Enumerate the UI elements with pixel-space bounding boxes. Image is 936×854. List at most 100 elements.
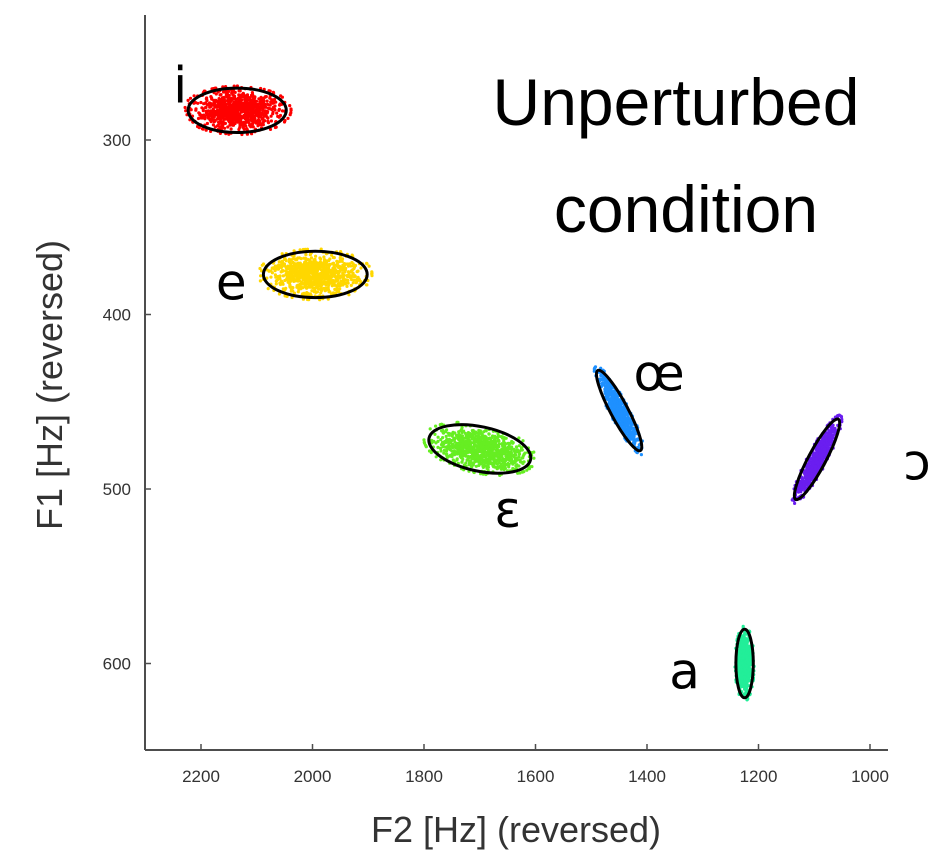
scatter-point xyxy=(504,442,508,446)
scatter-point xyxy=(820,439,824,444)
scatter-point xyxy=(515,456,519,460)
scatter-point xyxy=(489,454,493,458)
scatter-point xyxy=(606,397,610,402)
scatter-point xyxy=(474,464,478,468)
scatter-point xyxy=(738,681,742,685)
scatter-point xyxy=(470,456,474,461)
scatter-point xyxy=(302,262,306,266)
scatter-point xyxy=(460,430,464,435)
scatter-point xyxy=(507,454,511,459)
scatter-point xyxy=(800,488,804,492)
scatter-point xyxy=(296,273,300,277)
scatter-point xyxy=(239,117,243,121)
scatter-point xyxy=(297,287,301,291)
scatter-point xyxy=(624,423,628,427)
scatter-point xyxy=(332,281,336,285)
scatter-point xyxy=(219,93,223,97)
scatter-point xyxy=(509,451,513,455)
scatter-point xyxy=(814,464,818,469)
scatter-point xyxy=(603,389,607,393)
scatter-point xyxy=(328,257,332,261)
scatter-point xyxy=(488,447,492,451)
scatter-point xyxy=(269,114,273,118)
scatter-point xyxy=(301,286,305,290)
scatter-point xyxy=(487,432,491,436)
scatter-point xyxy=(262,101,266,105)
scatter-point xyxy=(441,440,446,444)
scatter-point xyxy=(277,292,281,296)
scatter-point xyxy=(292,274,296,278)
y-tick-label: 600 xyxy=(103,655,131,674)
scatter-point xyxy=(264,109,268,114)
scatter-point xyxy=(485,439,489,443)
scatter-point xyxy=(232,100,236,104)
scatter-point xyxy=(518,449,522,453)
scatter-point xyxy=(473,444,477,448)
scatter-point xyxy=(427,449,432,453)
scatter-point xyxy=(447,433,451,437)
scatter-point xyxy=(479,443,483,447)
scatter-point xyxy=(748,667,752,672)
scatter-point xyxy=(239,102,243,106)
scatter-point xyxy=(246,98,250,102)
scatter-point xyxy=(798,483,803,487)
scatter-point xyxy=(483,448,487,452)
scatter-point xyxy=(319,257,323,261)
scatter-point xyxy=(287,260,291,264)
scatter-point xyxy=(829,438,833,442)
scatter-point xyxy=(476,446,480,450)
scatter-point xyxy=(318,261,322,265)
scatter-point xyxy=(523,451,527,455)
scatter-point xyxy=(327,263,332,267)
scatter-point xyxy=(509,447,514,451)
scatter-point xyxy=(233,113,238,117)
scatter-point xyxy=(625,416,629,420)
scatter-point xyxy=(266,116,270,120)
scatter-point xyxy=(459,428,463,432)
scatter-point xyxy=(499,467,503,471)
scatter-point xyxy=(612,400,617,404)
scatter-point xyxy=(460,460,464,464)
scatter-point xyxy=(482,442,486,446)
scatter-point xyxy=(475,437,480,441)
scatter-point xyxy=(264,95,268,99)
scatter-point xyxy=(740,679,744,683)
scatter-point xyxy=(283,257,287,261)
scatter-point xyxy=(284,272,288,276)
scatter-point xyxy=(493,451,497,455)
scatter-point xyxy=(828,432,833,436)
scatter-point xyxy=(278,281,282,285)
scatter-point xyxy=(496,452,500,457)
scatter-point xyxy=(244,94,248,99)
scatter-point xyxy=(349,283,353,287)
scatter-point xyxy=(793,501,797,505)
scatter-point xyxy=(471,449,475,453)
scatter-point xyxy=(521,439,525,443)
scatter-point xyxy=(312,289,316,293)
scatter-point xyxy=(264,105,268,109)
scatter-point xyxy=(480,432,484,436)
y-tick-label: 400 xyxy=(103,306,131,325)
scatter-point xyxy=(214,92,218,96)
scatter-point xyxy=(344,281,348,285)
scatter-point xyxy=(601,376,605,380)
scatter-point xyxy=(518,471,522,475)
scatter-point xyxy=(217,102,221,106)
scatter-point xyxy=(749,656,753,660)
scatter-point xyxy=(457,432,461,436)
scatter-point xyxy=(460,441,464,445)
scatter-point xyxy=(367,264,371,268)
scatter-series-0 xyxy=(183,84,293,137)
scatter-point xyxy=(272,97,277,102)
scatter-point xyxy=(606,385,610,389)
scatter-point xyxy=(314,254,318,258)
scatter-point xyxy=(496,443,500,447)
scatter-point xyxy=(309,260,313,264)
scatter-point xyxy=(327,279,331,283)
scatter-point xyxy=(458,439,462,443)
scatter-point xyxy=(297,256,302,260)
scatter-point xyxy=(325,268,329,272)
scatter-point xyxy=(839,415,844,419)
scatter-point xyxy=(458,454,462,458)
scatter-point xyxy=(308,285,312,289)
